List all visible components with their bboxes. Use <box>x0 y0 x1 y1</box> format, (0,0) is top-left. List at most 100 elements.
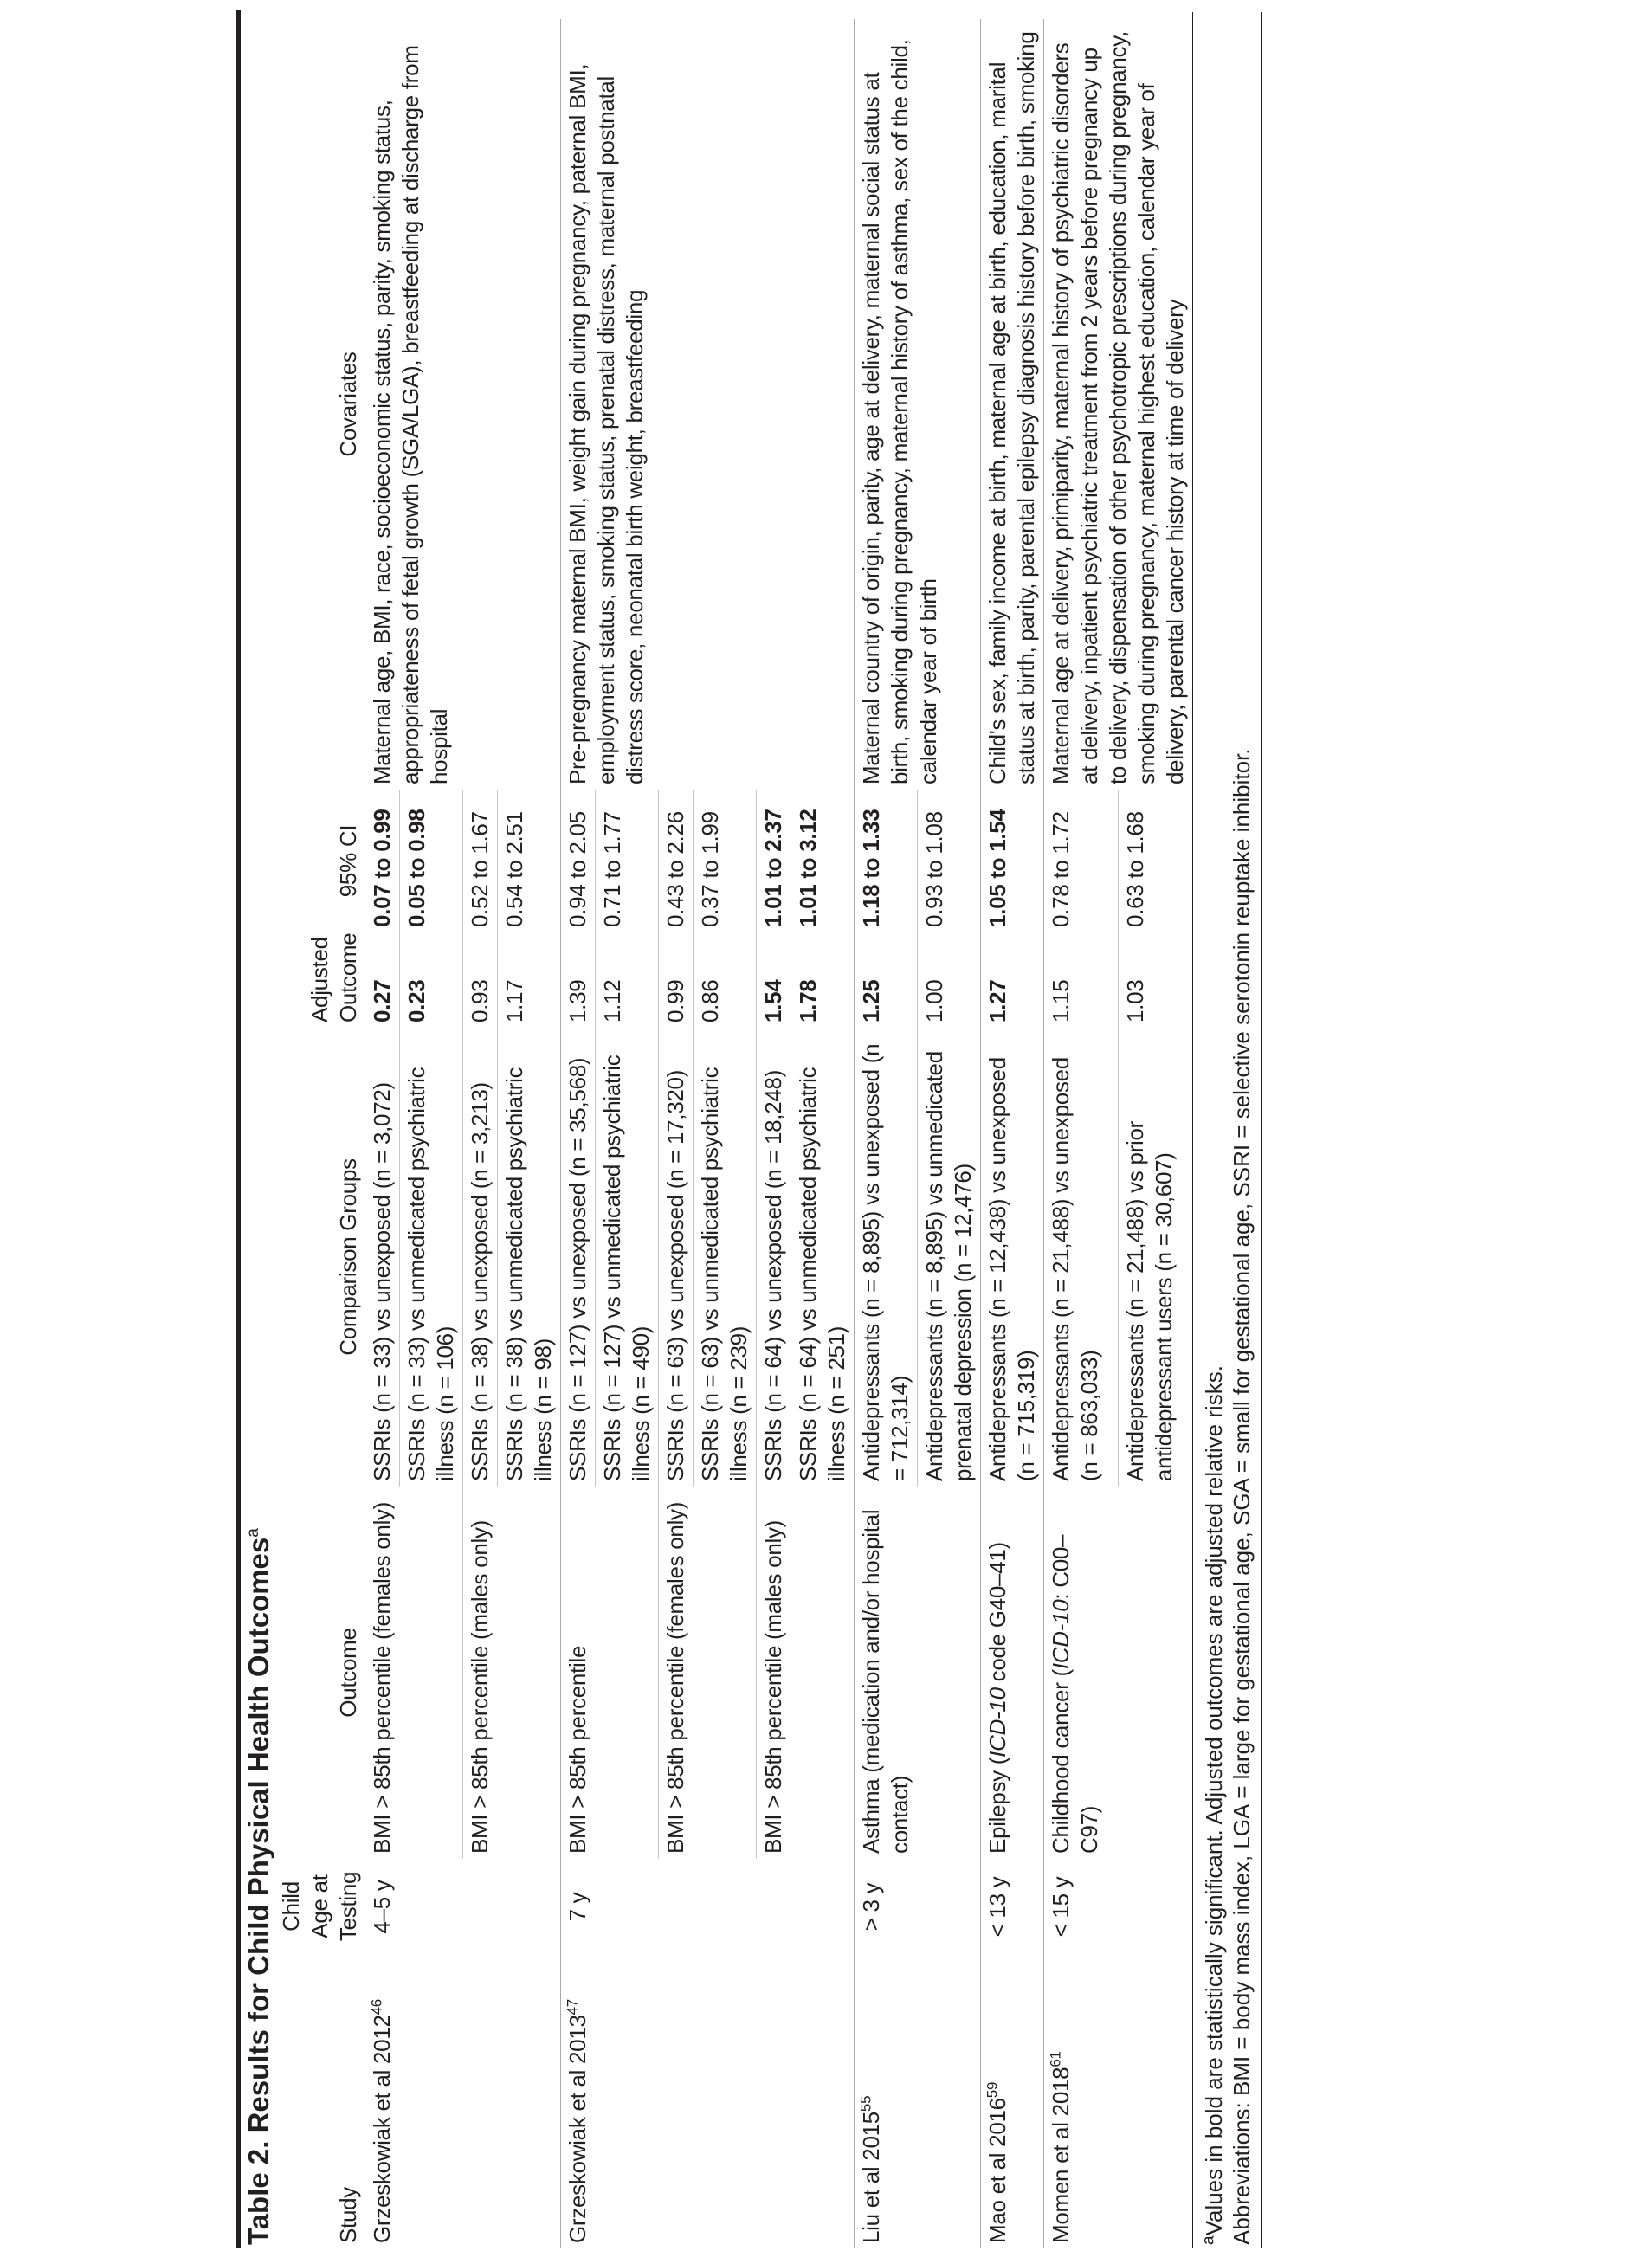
adjusted-outcome-cell: 1.25 <box>854 932 918 1028</box>
confidence-interval-cell: 0.52 to 1.67 <box>462 790 498 932</box>
outcome-text: Epilepsy ( <box>984 1757 1010 1854</box>
confidence-interval-cell: 0.63 to 1.68 <box>1118 790 1192 932</box>
adjusted-outcome-cell: 0.99 <box>658 932 694 1028</box>
confidence-interval-cell: 0.54 to 2.51 <box>497 790 561 932</box>
header-adjusted: Adjusted Outcome <box>277 932 365 1028</box>
confidence-interval-cell: 0.93 to 1.08 <box>917 790 981 932</box>
study-name: Grzeskowiak et al 2012 <box>369 2015 395 2243</box>
outcome-code: code G40–41) <box>984 1542 1010 1688</box>
comparison-groups-cell: Antidepressants (n = 12,438) vs unexpose… <box>980 1028 1044 1487</box>
confidence-interval-cell: 0.37 to 1.99 <box>693 790 757 932</box>
confidence-interval-cell: 1.18 to 1.33 <box>854 790 918 932</box>
confidence-interval-cell: 0.94 to 2.05 <box>560 790 596 932</box>
covariates-cell: Maternal age at delivery, primiparity, m… <box>1043 19 1192 790</box>
comparison-groups-cell: Antidepressants (n = 21,488) vs unexpose… <box>1043 1028 1119 1487</box>
study-cell: Momen et al 201861 <box>1043 1954 1192 2248</box>
child-age-cell: > 3 y <box>854 1859 981 1954</box>
footnote-significance: aValues in bold are statistically signif… <box>1199 16 1228 2245</box>
child-age-cell: 7 y <box>560 1859 855 1954</box>
covariates-cell: Maternal age, BMI, race, socioeconomic s… <box>369 45 452 784</box>
header-outcome: Outcome <box>277 1487 365 1859</box>
outcome-text: BMI > 85th percentile (males only) <box>760 1519 786 1854</box>
study-reference: 59 <box>984 2081 1001 2099</box>
header-age: Child Age at Testing <box>277 1859 365 1954</box>
outcome-cell: Childhood cancer (ICD-10: C00–C97) <box>1043 1487 1192 1859</box>
comparison-groups-cell: SSRIs (n = 127) vs unmedicated psychiatr… <box>595 1028 659 1487</box>
study-reference: 46 <box>368 1999 385 2016</box>
adjusted-outcome-cell: 0.93 <box>462 932 498 1028</box>
comparison-groups-cell: SSRIs (n = 64) vs unexposed (n = 18,248) <box>756 1028 791 1487</box>
child-age-cell: 4–5 y <box>369 1880 395 1934</box>
confidence-interval-cell: 0.78 to 1.72 <box>1043 790 1119 932</box>
outcome-text: Asthma (medication and/or hospital conta… <box>858 1509 913 1854</box>
comparison-groups-cell: Antidepressants (n = 21,488) vs prior an… <box>1118 1028 1192 1487</box>
adjusted-outcome-cell: 1.54 <box>756 932 791 1028</box>
study-name: Liu et al 2015 <box>858 2112 884 2243</box>
outcome-cell: BMI > 85th percentile <box>560 1487 659 1859</box>
outcome-text: BMI > 85th percentile (females only) <box>369 1501 395 1854</box>
footnotes: aValues in bold are statistically signif… <box>1192 12 1262 2248</box>
adjusted-outcome-cell: 1.12 <box>595 932 659 1028</box>
confidence-interval-cell: 1.01 to 3.12 <box>791 790 855 932</box>
adjusted-outcome-cell: 0.23 <box>399 932 463 1028</box>
adjusted-outcome-cell: 1.03 <box>1118 932 1192 1028</box>
outcome-text: BMI > 85th percentile (females only) <box>662 1501 688 1854</box>
child-age-cell: < 15 y <box>1043 1859 1192 1954</box>
adjusted-outcome-cell: 0.86 <box>693 932 757 1028</box>
header-covariates: Covariates <box>277 19 365 790</box>
header-comparison: Comparison Groups <box>277 1028 365 1487</box>
adjusted-outcome-cell: 1.78 <box>791 932 855 1028</box>
footnote-marker: a <box>1199 2235 1218 2245</box>
outcome-text: BMI > 85th percentile <box>565 1645 590 1854</box>
header-row: Study Child Age at Testing Outcome Compa… <box>277 19 365 2248</box>
header-ci: 95% CI <box>277 790 365 932</box>
covariates-cell: Pre-pregnancy maternal BMI, weight gain … <box>560 19 855 790</box>
table-body: Grzeskowiak et al 201246 4–5 y BMI > 85th … <box>365 19 1192 2248</box>
study-name: Grzeskowiak et al 2013 <box>565 2015 590 2243</box>
comparison-groups-cell: SSRIs (n = 33) vs unexposed (n = 3,072) <box>369 1082 395 1481</box>
rotated-table-page: Table 2. Results for Child Physical Heal… <box>236 10 1262 2248</box>
child-age-cell: < 13 y <box>980 1859 1044 1954</box>
study-cell: Liu et al 201555 <box>854 1954 981 2248</box>
comparison-groups-cell: SSRIs (n = 33) vs unmedicated psychiatri… <box>399 1028 463 1487</box>
adjusted-outcome-cell: 1.15 <box>1043 932 1119 1028</box>
outcome-text: Childhood cancer ( <box>1048 1669 1074 1854</box>
outcome-cell: BMI > 85th percentile (females only) <box>658 1487 757 1859</box>
confidence-interval-cell: 0.05 to 0.98 <box>399 790 463 932</box>
adjusted-outcome-cell: 0.27 <box>369 979 395 1022</box>
table-row: Mao et al 201659 < 13 y Epilepsy (ICD-10 c… <box>980 19 1044 2248</box>
footnote-text: Values in bold are statistically signifi… <box>1201 1365 1227 2236</box>
header-study: Study <box>277 1954 365 2248</box>
comparison-groups-cell: SSRIs (n = 63) vs unmedicated psychiatri… <box>693 1028 757 1487</box>
comparison-groups-cell: SSRIs (n = 64) vs unmedicated psychiatri… <box>791 1028 855 1487</box>
adjusted-outcome-cell: 1.39 <box>560 932 596 1028</box>
covariates-cell: Maternal country of origin, parity, age … <box>854 19 981 790</box>
outcome-code-system: ICD-10 <box>984 1687 1010 1758</box>
study-reference: 55 <box>857 2095 874 2112</box>
comparison-groups-cell: Antidepressants (n = 8,895) vs unexposed… <box>854 1028 918 1487</box>
confidence-interval-cell: 0.71 to 1.77 <box>595 790 659 932</box>
table-row: Momen et al 201861 < 15 y Childhood cancer… <box>1043 19 1192 2248</box>
study-cell: Grzeskowiak et al 201246 <box>365 1954 561 2248</box>
table-title-text: Table 2. Results for Child Physical Heal… <box>242 1537 274 2245</box>
table-row: Liu et al 201555 > 3 y Asthma (medication … <box>854 19 981 2248</box>
covariates-cell: Child's sex, family income at birth, mat… <box>980 19 1044 790</box>
title-footnote-marker: a <box>244 1528 262 1538</box>
study-name: Mao et al 2016 <box>984 2098 1010 2243</box>
comparison-groups-cell: SSRIs (n = 63) vs unexposed (n = 17,320) <box>658 1028 694 1487</box>
study-reference: 61 <box>1047 2051 1064 2067</box>
results-table: Study Child Age at Testing Outcome Compa… <box>277 19 1192 2248</box>
study-cell: Grzeskowiak et al 201347 <box>560 1954 855 2248</box>
outcome-cell: BMI > 85th percentile (males only) <box>462 1487 561 1859</box>
adjusted-outcome-cell: 1.17 <box>497 932 561 1028</box>
outcome-cell: BMI > 85th percentile (males only) <box>756 1487 855 1859</box>
study-reference: 47 <box>564 1999 581 2016</box>
confidence-interval-cell: 1.01 to 2.37 <box>756 790 791 932</box>
comparison-groups-cell: Antidepressants (n = 8,895) vs unmedicat… <box>917 1028 981 1487</box>
table-row: Grzeskowiak et al 201246 4–5 y BMI > 85th … <box>365 19 452 2248</box>
study-name: Momen et al 2018 <box>1048 2067 1074 2243</box>
study-cell: Mao et al 201659 <box>980 1954 1044 2248</box>
adjusted-outcome-cell: 1.27 <box>980 932 1044 1028</box>
comparison-groups-cell: SSRIs (n = 127) vs unexposed (n = 35,568… <box>560 1028 596 1487</box>
footnote-abbreviations: Abbreviations: BMI = body mass index, LG… <box>1229 748 1255 2245</box>
